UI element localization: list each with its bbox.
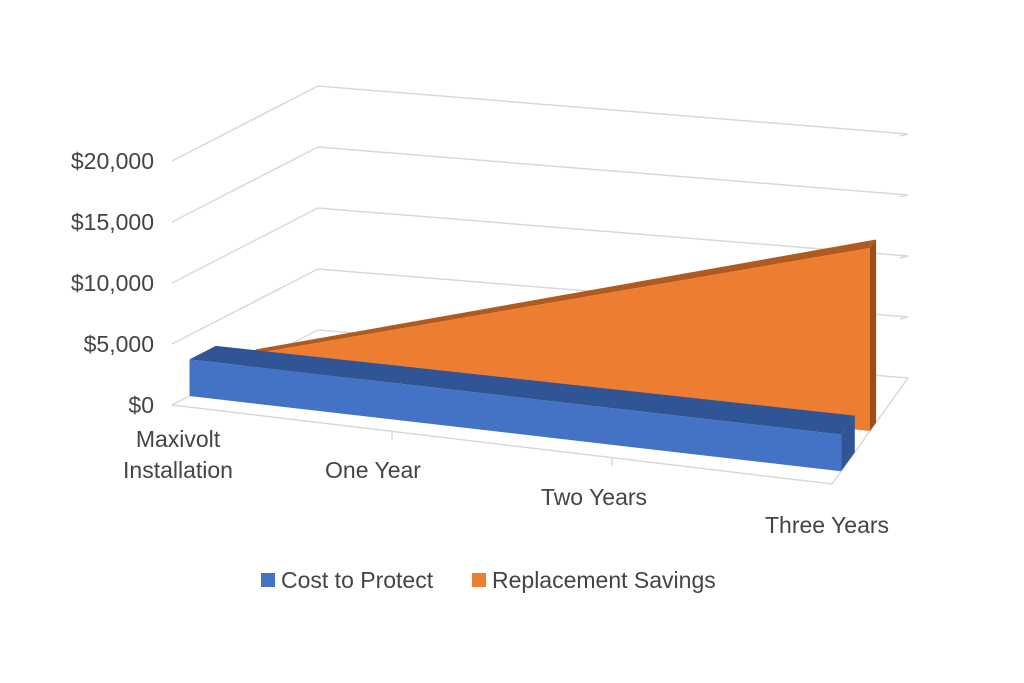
x-axis: Maxivolt Installation One Year Two Years Thr… [123,426,889,538]
series-side-face [841,415,855,472]
x-tick-label: Two Years [541,484,647,510]
legend-swatch [261,573,275,587]
series-front-face [189,359,842,472]
series-side-face [870,239,877,431]
right-wall-tick [899,316,909,320]
series-cost-to-protect [189,345,855,472]
legend-label: Cost to Protect [281,567,434,593]
legend-label: Replacement Savings [492,567,716,593]
plot-area [189,239,877,472]
x-tick-label: Three Years [765,512,889,538]
legend-swatch [472,573,486,587]
right-wall-tick [899,133,909,137]
y-tick-label: $20,000 [71,148,154,174]
gridline [171,146,909,223]
y-tick-label: $5,000 [84,331,154,357]
x-tick-label: Maxivolt Installation [123,426,233,483]
right-wall-tick [899,194,909,198]
series-front-face [245,248,870,431]
gridline [171,207,909,284]
series-replacement-savings [245,239,877,431]
gridline [171,85,909,162]
legend: Cost to Protect Replacement Savings [261,567,716,593]
y-tick-label: $10,000 [71,270,154,296]
series-top-face [189,345,855,435]
y-tick-label: $0 [128,392,154,418]
right-wall-tick [899,255,909,259]
y-axis: $0 $5,000 $10,000 $15,000 $20,000 [71,148,154,418]
y-tick-label: $15,000 [71,209,154,235]
series-top-face [245,239,877,356]
x-tick-label: One Year [325,457,421,483]
